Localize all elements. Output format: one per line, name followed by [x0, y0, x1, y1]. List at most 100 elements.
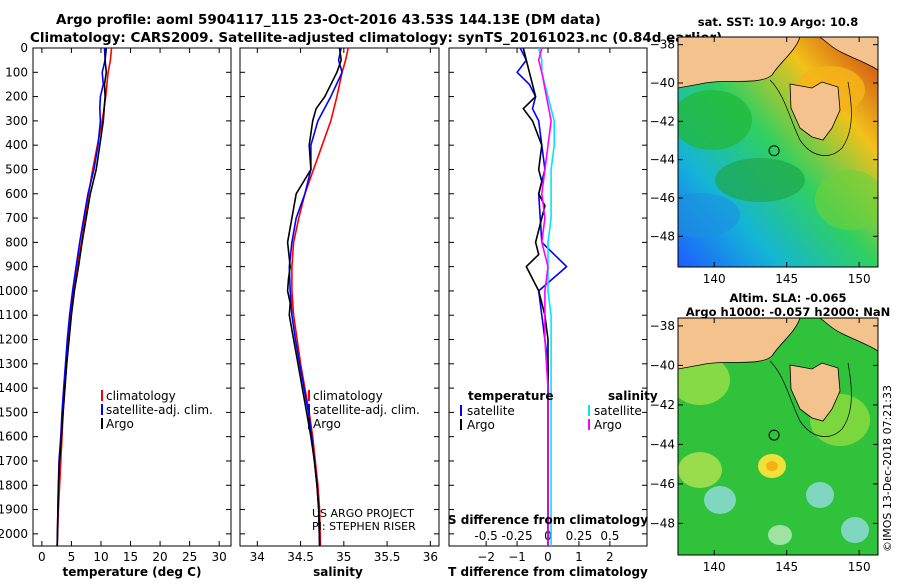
x-tick-label: 15	[123, 550, 138, 564]
legend-label: climatology	[106, 389, 176, 403]
temperature-panel	[32, 47, 232, 547]
lon-tick-label: 150	[848, 560, 871, 574]
x-tick-label: −1	[508, 550, 526, 564]
depth-tick-label: 1600	[0, 430, 28, 444]
lat-tick-label: −44	[650, 153, 675, 167]
legend-label: satellite	[467, 404, 515, 418]
x-tick-label: 35.5	[374, 550, 401, 564]
temperature-ticks: 0100200300400500600700800900100011001200…	[0, 41, 231, 564]
lat-tick-label: −40	[650, 358, 675, 372]
s-diff-tick-label: 0.5	[600, 529, 619, 543]
legend-label: satellite	[594, 404, 642, 418]
sst-map-title: sat. SST: 10.9 Argo: 10.8	[698, 15, 858, 29]
x-tick-label: 34	[250, 550, 265, 564]
depth-tick-label: 900	[5, 260, 28, 274]
depth-tick-label: 100	[5, 65, 28, 79]
difference-legend: temperature salinitysatelliteArgosatellit…	[460, 389, 658, 432]
sla-map-frame	[677, 317, 879, 556]
legend-label: Argo	[313, 417, 341, 431]
x-tick-label: 36	[423, 550, 438, 564]
depth-tick-label: 800	[5, 235, 28, 249]
x-tick-label: 35	[336, 550, 351, 564]
sla-map-subtitle: Argo h1000: -0.057 h2000: NaN	[686, 305, 890, 319]
lat-tick-label: −46	[650, 191, 675, 205]
depth-tick-label: 500	[5, 162, 28, 176]
legend-label: satellite-adj. clim.	[106, 403, 213, 417]
series-climatology	[291, 47, 349, 547]
series-satellite-adj-clim	[56, 47, 106, 547]
sst-map-field	[678, 37, 878, 267]
depth-tick-label: 1000	[0, 284, 28, 298]
legend-label: satellite-adj. clim.	[313, 403, 420, 417]
legend-salinity-title: salinity	[608, 389, 658, 403]
x-tick-label: 1	[575, 550, 583, 564]
lat-tick-label: −46	[650, 477, 675, 491]
depth-tick-label: 1900	[0, 503, 28, 517]
legend-label: Argo	[106, 417, 134, 431]
salinity-axis-label: salinity	[313, 565, 363, 579]
difference-ticks: −2 −1 0 1 2-0.5 -0.25 0 0.25 0.5	[449, 47, 647, 564]
depth-tick-label: 0	[20, 41, 28, 55]
temperature-axis-label: temperature (deg C)	[63, 565, 202, 579]
legend-label: Argo	[467, 418, 495, 432]
lon-tick-label: 150	[848, 272, 871, 286]
lat-tick-label: −38	[650, 38, 675, 52]
x-tick-label: 34.5	[287, 550, 314, 564]
s-diff-tick-label: 0.25	[566, 529, 593, 543]
sst-map-frame	[677, 36, 879, 268]
lon-tick-label: 145	[775, 272, 798, 286]
depth-tick-label: 600	[5, 187, 28, 201]
depth-tick-label: 1300	[0, 357, 28, 371]
temperature-profiles	[56, 47, 113, 547]
lat-tick-label: −48	[650, 229, 675, 243]
legend-temperature-title: temperature	[468, 389, 553, 403]
legend-label: climatology	[313, 389, 383, 403]
depth-tick-label: 1800	[0, 478, 28, 492]
s-diff-tick-label: -0.5	[474, 529, 497, 543]
salinity-difference-axis-label: S difference from climatology	[448, 513, 648, 527]
x-tick-label: 25	[182, 550, 197, 564]
x-tick-label: 0	[544, 550, 552, 564]
x-tick-label: 20	[152, 550, 167, 564]
lat-tick-label: −42	[650, 114, 675, 128]
salinity-panel	[239, 47, 440, 547]
pi-credit: PI: STEPHEN RISER	[312, 520, 416, 533]
depth-tick-label: 2000	[0, 527, 28, 541]
series-argo	[286, 47, 343, 547]
legend-label: Argo	[594, 418, 622, 432]
depth-tick-label: 1400	[0, 381, 28, 395]
depth-tick-label: 200	[5, 90, 28, 104]
lon-tick-label: 140	[703, 560, 726, 574]
difference-profiles	[516, 47, 568, 546]
lon-tick-label: 140	[703, 272, 726, 286]
x-tick-label: 0	[38, 550, 46, 564]
imos-timestamp: ©IMOS 13-Dec-2018 07:21:33	[881, 385, 894, 552]
depth-tick-label: 1200	[0, 333, 28, 347]
depth-tick-label: 1100	[0, 308, 28, 322]
sla-argo-location-marker	[768, 429, 780, 441]
lon-tick-label: 145	[775, 560, 798, 574]
salinity-profiles	[286, 47, 349, 547]
depth-tick-label: 1700	[0, 454, 28, 468]
lat-tick-label: −48	[650, 516, 675, 530]
sst-argo-location-marker	[768, 145, 780, 157]
depth-tick-label: 300	[5, 114, 28, 128]
depth-tick-label: 400	[5, 138, 28, 152]
project-credit: US ARGO PROJECT	[312, 507, 414, 520]
x-tick-label: 2	[606, 550, 614, 564]
lat-tick-label: −40	[650, 76, 675, 90]
lat-tick-label: −38	[650, 319, 675, 333]
x-tick-label: −2	[477, 550, 495, 564]
series-argo	[56, 47, 108, 547]
series-s-argo	[537, 47, 552, 546]
figure-title-line-1: Argo profile: aoml 5904117_115 23-Oct-20…	[56, 12, 601, 28]
x-tick-label: 5	[68, 550, 76, 564]
sla-map-ticks: 140 145 150 −38 −40 −42 −44 −46 −48	[650, 318, 878, 574]
s-diff-tick-label: -0.25	[502, 529, 533, 543]
figure-title-line-2: Climatology: CARS2009. Satellite-adjuste…	[30, 30, 722, 46]
temperature-difference-axis-label: T difference from climatology	[448, 565, 648, 579]
